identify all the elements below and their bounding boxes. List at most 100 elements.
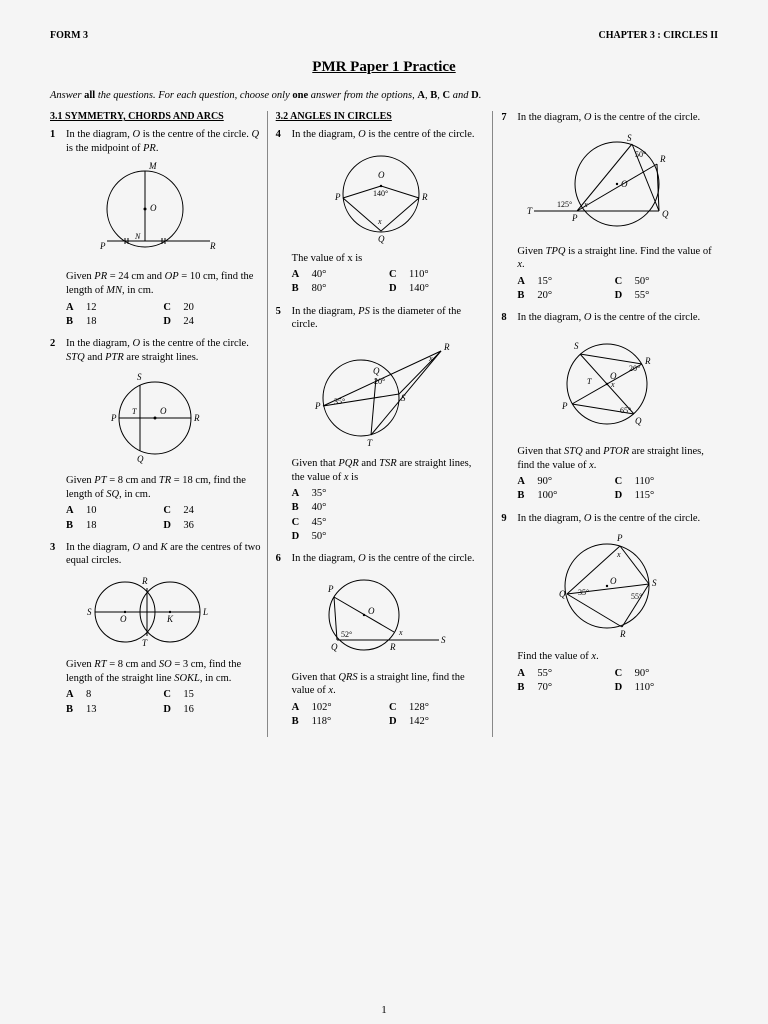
q1-text: In the diagram, O is the centre of the c… (66, 128, 261, 155)
col-3: 7 In the diagram, O is the centre of the … (501, 111, 718, 737)
page-number: 1 (381, 1004, 387, 1016)
svg-text:P: P (561, 401, 568, 411)
q1-options: A12 C20 B18 D24 (66, 301, 261, 329)
q7-figure: 125° 50° x T P Q R S O (501, 129, 712, 239)
page-title: PMR Paper 1 Practice (50, 59, 718, 76)
q4-given: The value of x is (292, 252, 487, 266)
q7-options: A15° C50° B20° D55° (517, 275, 712, 303)
svg-text:R: R (443, 342, 450, 352)
question-5: 5In the diagram, PS is the diameter of t… (276, 305, 487, 544)
svg-text:S: S (137, 372, 142, 382)
q3-options: A8 C15 B13 D16 (66, 688, 261, 716)
q4-num: 4 (276, 128, 288, 142)
svg-text:S: S (627, 133, 632, 143)
svg-text:x: x (610, 380, 615, 389)
svg-text:35°: 35° (334, 397, 345, 406)
question-8: 8 In the diagram, O is the centre of the … (501, 311, 712, 503)
q8-given: Given that STQ and PTOR are straight lin… (517, 445, 712, 472)
svg-text:S: S (401, 393, 406, 403)
question-4: 4 In the diagram, O is the centre of the … (276, 128, 487, 297)
q1-given: Given PR = 24 cm and OP = 10 cm, find th… (66, 270, 261, 297)
svg-text:O: O (160, 406, 167, 416)
svg-text:50°: 50° (635, 150, 646, 159)
svg-text:x: x (428, 354, 433, 363)
q1-num: 1 (50, 128, 62, 155)
svg-text:M: M (148, 161, 157, 171)
q6-given: Given that QRS is a straight line, find … (292, 671, 487, 698)
svg-text:T: T (367, 438, 373, 448)
svg-text:K: K (166, 614, 174, 624)
svg-text:Q: Q (373, 366, 380, 376)
col-1: 3.1 SYMMETRY, CHORDS AND ARCS 1In the di… (50, 111, 268, 737)
section-3-1: 3.1 SYMMETRY, CHORDS AND ARCS (50, 111, 261, 122)
svg-text:L: L (202, 607, 208, 617)
svg-text:P: P (334, 192, 341, 202)
svg-text:Q: Q (137, 454, 144, 464)
q7-given: Given TPQ is a straight line. Find the v… (517, 245, 712, 272)
svg-text:O: O (120, 614, 127, 624)
svg-text:Q: Q (635, 416, 642, 426)
svg-text:R: R (209, 241, 216, 251)
svg-text:Q: Q (331, 642, 338, 652)
q1-figure: M O N P R (50, 159, 261, 264)
q5-given: Given that PQR and TSR are straight line… (292, 457, 487, 484)
q8-figure: 20° 65° x S R O T P Q (501, 329, 712, 439)
q5-text: In the diagram, PS is the diameter of th… (292, 305, 487, 332)
q9-options: A55° C90° B70° D110° (517, 667, 712, 695)
svg-text:T: T (142, 638, 148, 648)
svg-text:Q: Q (378, 234, 385, 244)
svg-text:S: S (574, 341, 579, 351)
svg-text:Q: Q (559, 589, 566, 599)
q2-text: In the diagram, O is the centre of the c… (66, 337, 261, 364)
q6-options: A102° C128° B118° D142° (292, 701, 487, 729)
svg-text:P: P (99, 241, 106, 251)
svg-text:x: x (377, 217, 382, 226)
question-7: 7 In the diagram, O is the centre of the … (501, 111, 712, 303)
col-2: 3.2 ANGLES IN CIRCLES 4In the diagram, O… (276, 111, 494, 737)
svg-text:x: x (616, 550, 621, 559)
q7-text: In the diagram, O is the centre of the c… (517, 111, 700, 125)
q2-options: A10 C24 B18 D36 (66, 504, 261, 532)
columns: 3.1 SYMMETRY, CHORDS AND ARCS 1In the di… (50, 111, 718, 737)
svg-text:P: P (616, 533, 623, 543)
question-9: 9In the diagram, O is the centre of the … (501, 512, 712, 696)
question-2: 2In the diagram, O is the centre of the … (50, 337, 261, 533)
svg-text:65°: 65° (620, 406, 631, 415)
question-3: 3In the diagram, O and K are the centres… (50, 541, 261, 717)
q3-figure: R S O K L T (50, 572, 261, 652)
svg-text:R: R (389, 642, 396, 652)
svg-text:P: P (571, 213, 578, 223)
q3-num: 3 (50, 541, 62, 568)
q5-options: A35° B40° C45° D50° (292, 487, 487, 544)
svg-text:N: N (134, 232, 141, 241)
svg-text:35°: 35° (578, 588, 589, 597)
q9-figure: x 35° 55° P Q O S R (501, 529, 712, 644)
q8-text: In the diagram, O is the centre of the c… (517, 311, 700, 325)
svg-text:T: T (132, 407, 137, 416)
svg-text:R: R (619, 629, 626, 639)
svg-text:140°: 140° (373, 189, 388, 198)
header-right: CHAPTER 3 : CIRCLES II (599, 30, 718, 41)
svg-text:O: O (610, 371, 617, 381)
q6-text: In the diagram, O is the centre of the c… (292, 552, 475, 566)
svg-text:125°: 125° (557, 200, 572, 209)
svg-text:20°: 20° (374, 377, 385, 386)
q4-text: In the diagram, O is the centre of the c… (292, 128, 475, 142)
svg-text:P: P (327, 584, 334, 594)
svg-text:R: R (421, 192, 428, 202)
svg-text:R: R (141, 576, 148, 586)
q3-given: Given RT = 8 cm and SO = 3 cm, find the … (66, 658, 261, 685)
svg-text:O: O (150, 203, 157, 213)
q8-num: 8 (501, 311, 513, 325)
svg-text:O: O (378, 170, 385, 180)
q5-figure: 35° 20° x P Q R S T (276, 336, 487, 451)
svg-text:O: O (368, 606, 375, 616)
svg-text:x: x (398, 628, 403, 637)
instruction: Answer all the questions. For each quest… (50, 90, 718, 101)
svg-text:P: P (314, 401, 321, 411)
q7-num: 7 (501, 111, 513, 125)
svg-text:O: O (621, 179, 628, 189)
q4-options: A40° C110° B80° D140° (292, 268, 487, 296)
svg-text:S: S (441, 635, 446, 645)
svg-text:S: S (87, 607, 92, 617)
